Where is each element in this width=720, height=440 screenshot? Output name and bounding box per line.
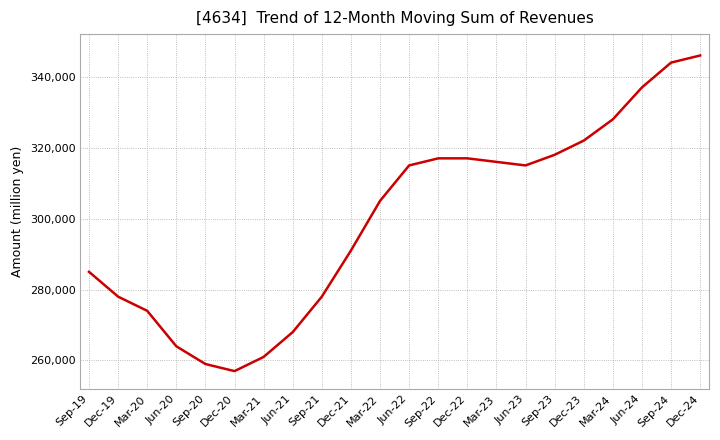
Title: [4634]  Trend of 12-Month Moving Sum of Revenues: [4634] Trend of 12-Month Moving Sum of R… [196,11,593,26]
Y-axis label: Amount (million yen): Amount (million yen) [11,146,24,277]
